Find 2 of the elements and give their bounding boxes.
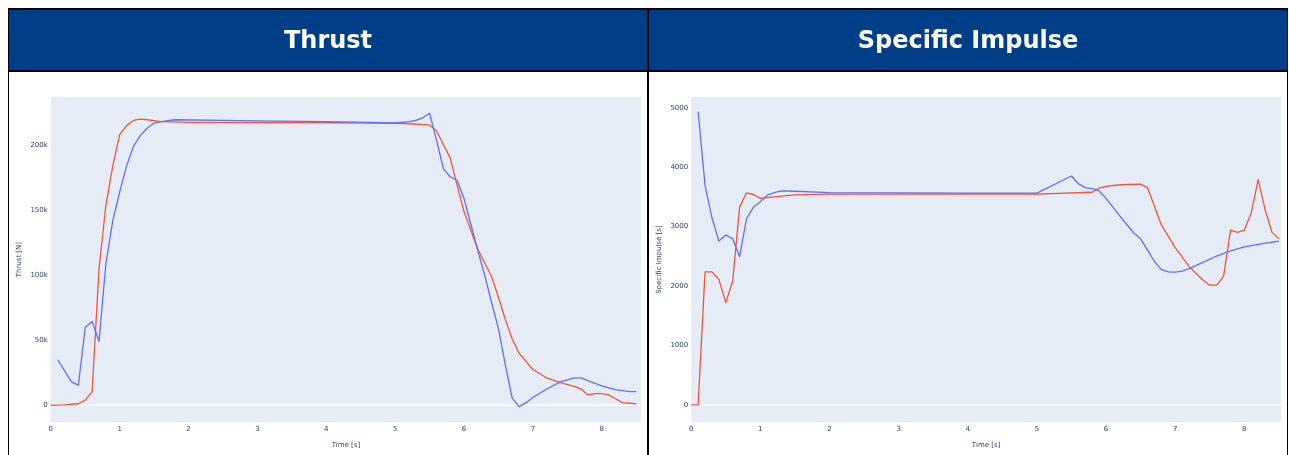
chart-title: Specific Impulse (649, 10, 1287, 72)
chart-title: Thrust (9, 10, 647, 72)
